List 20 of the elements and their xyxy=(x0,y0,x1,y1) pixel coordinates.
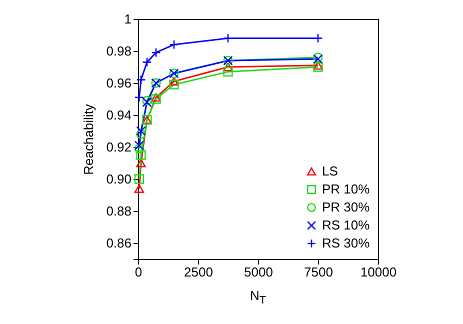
x-tick-label: 0 xyxy=(134,264,142,280)
y-tick-label: 0.88 xyxy=(106,204,132,218)
y-axis-title: Reachability xyxy=(81,104,96,175)
x-axis-title: N$_{T}$ xyxy=(248,288,267,307)
x-tick-label: 2500 xyxy=(184,264,213,280)
y-tick-label: 0.90 xyxy=(106,172,132,186)
y-tick-label: 0.96 xyxy=(106,76,132,90)
legend-label: RS 10% xyxy=(322,218,370,232)
legend-label: RS 30% xyxy=(322,236,370,250)
y-tick-label: 0.98 xyxy=(106,44,132,58)
y-tick-label: 0.92 xyxy=(106,140,132,154)
x-tick-label: 5000 xyxy=(244,264,273,280)
x-tick-label: 10000 xyxy=(360,264,397,280)
legend-label: LS xyxy=(322,164,338,178)
x-tick-label: 7500 xyxy=(304,264,333,280)
y-tick-label: 1 xyxy=(124,12,132,26)
legend-label: PR 30% xyxy=(322,200,370,214)
legend-label: PR 10% xyxy=(322,182,370,196)
y-tick-label: 0.86 xyxy=(106,236,132,250)
y-tick-label: 0.94 xyxy=(106,108,132,122)
